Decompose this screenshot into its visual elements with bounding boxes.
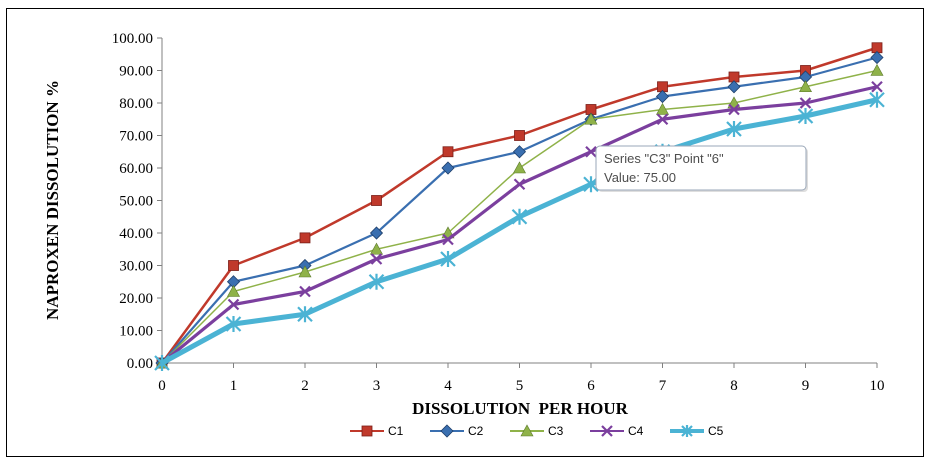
legend-label: C5 [708, 424, 724, 438]
data-point [727, 80, 741, 94]
legend-marker [681, 425, 693, 437]
data-point [371, 195, 382, 206]
data-point [441, 161, 455, 175]
legend-item-c5: C5 [670, 424, 724, 438]
x-axis-title: DISSOLUTION PER HOUR [412, 399, 629, 418]
y-tick-label: 60.00 [119, 161, 153, 177]
legend-marker [601, 425, 613, 437]
y-tick-label: 100.00 [112, 31, 153, 47]
legend-item-c1: C1 [350, 424, 404, 438]
legend-label: C1 [388, 424, 404, 438]
data-point [369, 242, 384, 255]
data-point [513, 178, 526, 191]
data-point [442, 233, 454, 246]
data-point [870, 50, 884, 65]
tooltip-box [595, 145, 807, 191]
legend-marker [520, 424, 534, 437]
x-tick-label: 7 [659, 378, 667, 394]
x-tick-label: 5 [516, 378, 524, 394]
x-tick-label: 8 [730, 378, 738, 394]
data-point [584, 112, 598, 125]
legend-marker [361, 425, 373, 437]
data-point [369, 226, 384, 240]
y-tick-label: 70.00 [119, 129, 153, 145]
y-axis-title: NAPROXEN DISSOLUTION % [43, 80, 62, 320]
axes: 0.00 10.00 20.00 30.00 40.00 50.00 60.00 70.00 8… [112, 31, 885, 394]
data-point [226, 284, 241, 297]
data-point [442, 146, 454, 158]
data-point [228, 260, 239, 271]
x-tick-label: 0 [158, 378, 166, 394]
chart-frame [6, 8, 924, 457]
data-point [154, 355, 170, 371]
legend-marker [440, 424, 454, 438]
data-point [798, 80, 813, 93]
data-point [655, 102, 670, 115]
y-tick-label: 40.00 [119, 226, 153, 242]
x-tick-label: 1 [230, 378, 238, 394]
x-tick-label: 6 [587, 378, 595, 394]
legend-label: C4 [628, 424, 644, 438]
data-point [440, 251, 456, 267]
data-point [871, 80, 883, 93]
data-point [870, 63, 884, 76]
y-tick-label: 90.00 [119, 64, 153, 80]
x-tick-label: 2 [301, 378, 309, 394]
tooltip: Series "C3" Point "6" Value: 75.00 [595, 145, 808, 192]
data-point [512, 161, 527, 174]
data-point [797, 108, 814, 124]
y-tick-label: 20.00 [119, 291, 153, 307]
x-tick-label: 3 [373, 378, 381, 394]
data-point [299, 232, 311, 244]
data-point [726, 121, 742, 137]
legend-item-c3: C3 [510, 424, 564, 438]
data-point [728, 103, 740, 116]
data-point [656, 113, 669, 126]
legend: C1 C2 C3 C4 C5 [350, 424, 724, 438]
legend-label: C3 [548, 424, 564, 438]
data-point [298, 265, 312, 278]
legend-item-c2: C2 [430, 424, 484, 438]
legend-item-c4: C4 [590, 424, 644, 438]
data-point [655, 89, 670, 104]
data-point [225, 316, 242, 332]
y-tick-label: 0.00 [127, 356, 153, 372]
y-tick-label: 30.00 [119, 259, 153, 275]
y-tick-label: 50.00 [119, 194, 153, 210]
data-point [799, 97, 812, 109]
tooltip-line-2: Value: 75.00 [604, 170, 676, 185]
tooltip-line-1: Series "C3" Point "6" [604, 151, 724, 166]
x-tick-label: 10 [870, 378, 885, 394]
data-point [512, 145, 527, 159]
data-point [511, 208, 528, 225]
data-point [370, 253, 383, 265]
legend-label: C2 [468, 424, 484, 438]
y-tick-label: 80.00 [119, 96, 153, 112]
data-point [297, 306, 313, 323]
data-point [299, 285, 311, 298]
data-point [368, 273, 385, 290]
x-tick-label: 9 [802, 378, 810, 394]
x-tick-label: 4 [444, 378, 452, 394]
data-point [514, 130, 525, 141]
series-layer [154, 42, 885, 371]
series-c4 [156, 80, 883, 369]
data-point [227, 298, 240, 311]
y-tick-label: 10.00 [119, 324, 153, 340]
data-point [585, 145, 597, 158]
data-point [869, 91, 885, 108]
